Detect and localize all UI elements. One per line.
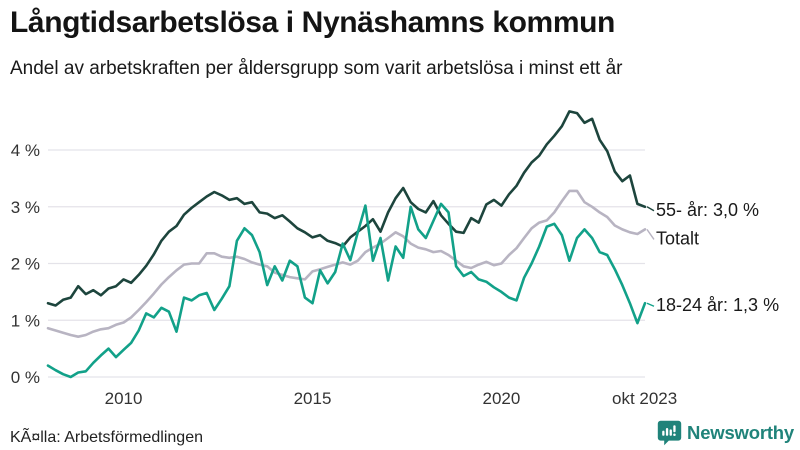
label-connector: [646, 206, 655, 212]
newsworthy-wordmark: Newsworthy: [687, 422, 794, 443]
label-connector: [646, 302, 655, 307]
chart-subtitle: Andel av arbetskraften per åldersgrupp s…: [10, 58, 623, 79]
y-tick-label: 0 %: [11, 368, 40, 387]
series-end-label-3: 18-24 år: 1,3 %: [656, 295, 779, 315]
x-tick-label: 2010: [105, 389, 143, 408]
x-tick-label: 2020: [483, 389, 521, 408]
gridlines: [48, 149, 645, 378]
source-credit: KÃ¤lla: Arbetsförmedlingen: [10, 429, 203, 446]
series-line-1: [46, 110, 647, 307]
y-tick-label: 4 %: [11, 141, 40, 160]
series-line-3: [46, 202, 647, 379]
x-tick-label: 2015: [294, 389, 332, 408]
series-end-label-1: 55- år: 3,0 %: [656, 200, 759, 220]
series-end-labels: 55- år: 3,0 % Totalt 18-24 år: 1,3 %: [646, 200, 779, 315]
series-end-label-2: Totalt: [656, 228, 699, 248]
page-title: Långtidsarbetslösa i Nynäshamns kommun: [10, 6, 615, 39]
y-axis-tick-labels: 0 % 1 % 2 % 3 % 4 %: [11, 141, 40, 387]
label-connector: [646, 229, 655, 240]
series-line-2: [46, 189, 647, 339]
x-tick-label: okt 2023: [612, 389, 677, 408]
newsworthy-logo[interactable]: Newsworthy: [657, 420, 794, 446]
y-tick-label: 3 %: [11, 198, 40, 217]
x-axis-tick-labels: 2010 2015 2020 okt 2023: [105, 389, 678, 408]
y-tick-label: 2 %: [11, 255, 40, 274]
y-tick-label: 1 %: [11, 311, 40, 330]
newsworthy-chart-bubble-icon: [657, 420, 682, 446]
series-lines: [46, 110, 647, 379]
